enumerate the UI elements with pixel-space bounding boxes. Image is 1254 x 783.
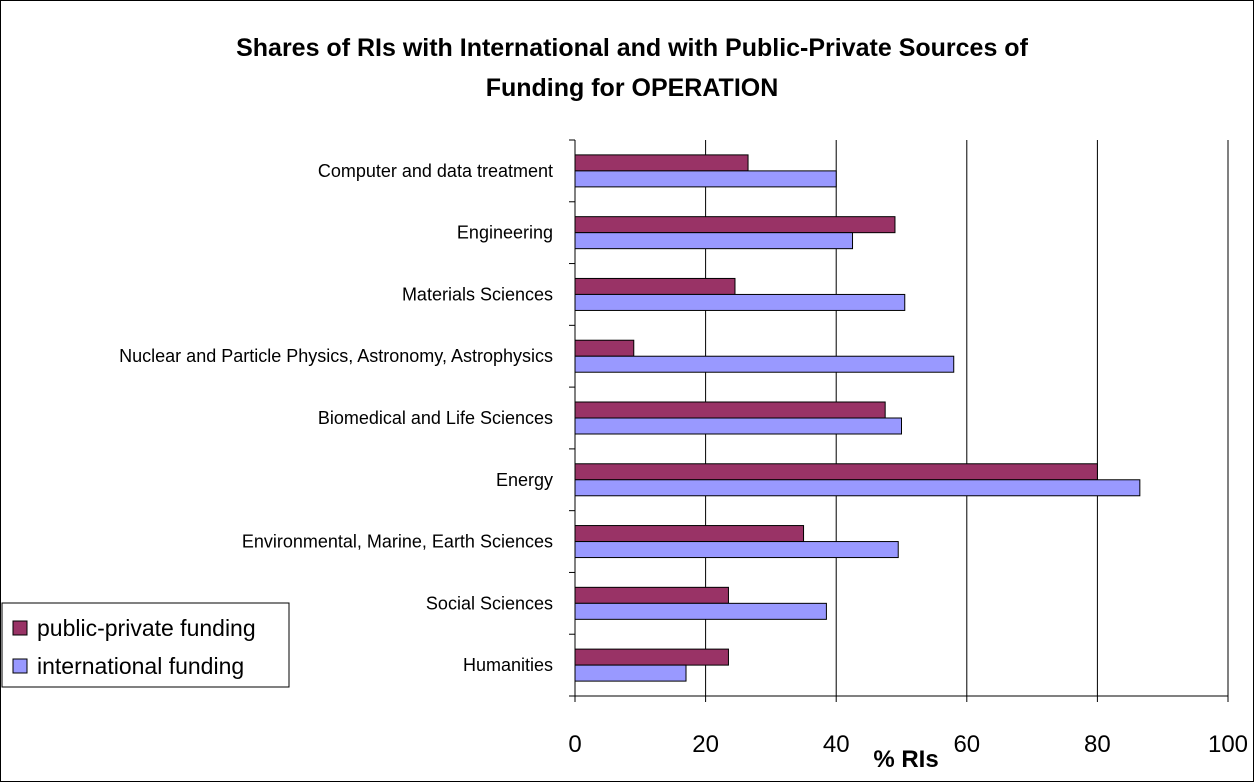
- axes: [569, 139, 1229, 702]
- bar-public-private-6: [574, 525, 805, 543]
- category-label-0: Computer and data treatment: [318, 161, 553, 181]
- category-label-2: Materials Sciences: [402, 284, 553, 304]
- x-tick-label-100: 100: [1208, 731, 1248, 758]
- bar-public-private-2: [574, 277, 736, 295]
- bar-international-1: [574, 232, 854, 250]
- bar-public-private-4: [574, 401, 886, 419]
- category-label-7: Social Sciences: [426, 593, 553, 613]
- bar-public-private-5: [574, 463, 1098, 481]
- legend: public-private funding international fun…: [1, 602, 290, 688]
- category-label-3: Nuclear and Particle Physics, Astronomy,…: [119, 346, 553, 366]
- bar-international-2: [574, 293, 906, 311]
- legend-swatch-public-private: [12, 620, 28, 636]
- category-label-4: Biomedical and Life Sciences: [318, 408, 553, 428]
- chart-title-line-1: Shares of RIs with International and wit…: [236, 34, 1028, 62]
- bar-public-private-0: [574, 154, 749, 172]
- category-label-1: Engineering: [457, 223, 553, 243]
- legend-label-public-private: public-private funding: [37, 615, 256, 641]
- x-tick-label-40: 40: [823, 731, 850, 758]
- bar-public-private-3: [574, 339, 635, 357]
- chart-title-line-2: Funding for OPERATION: [486, 74, 779, 102]
- tick-labels: 0 20 40 60 80 100: [568, 731, 1248, 758]
- category-label-6: Environmental, Marine, Earth Sciences: [242, 532, 553, 552]
- bar-international-4: [574, 417, 902, 435]
- bar-international-8: [574, 664, 687, 682]
- x-tick-label-0: 0: [568, 731, 581, 758]
- category-labels: Computer and data treatment Engineering Ma…: [119, 161, 553, 675]
- bar-public-private-8: [574, 648, 729, 666]
- legend-label-international: international funding: [37, 653, 244, 679]
- legend-box: [1, 602, 290, 688]
- bar-international-5: [574, 479, 1141, 497]
- bar-public-private-1: [574, 216, 896, 234]
- legend-swatch-international: [12, 658, 28, 674]
- bar-international-3: [574, 355, 955, 373]
- bar-public-private-7: [574, 586, 729, 604]
- x-tick-label-60: 60: [953, 731, 980, 758]
- x-tick-label-80: 80: [1084, 731, 1111, 758]
- x-tick-label-20: 20: [692, 731, 719, 758]
- category-label-5: Energy: [496, 470, 553, 490]
- bar-international-7: [574, 602, 827, 620]
- bar-international-0: [574, 170, 837, 188]
- x-axis-title: % RIs: [873, 746, 938, 773]
- bar-international-6: [574, 541, 899, 559]
- bars: [574, 154, 1141, 682]
- category-label-8: Humanities: [463, 655, 553, 675]
